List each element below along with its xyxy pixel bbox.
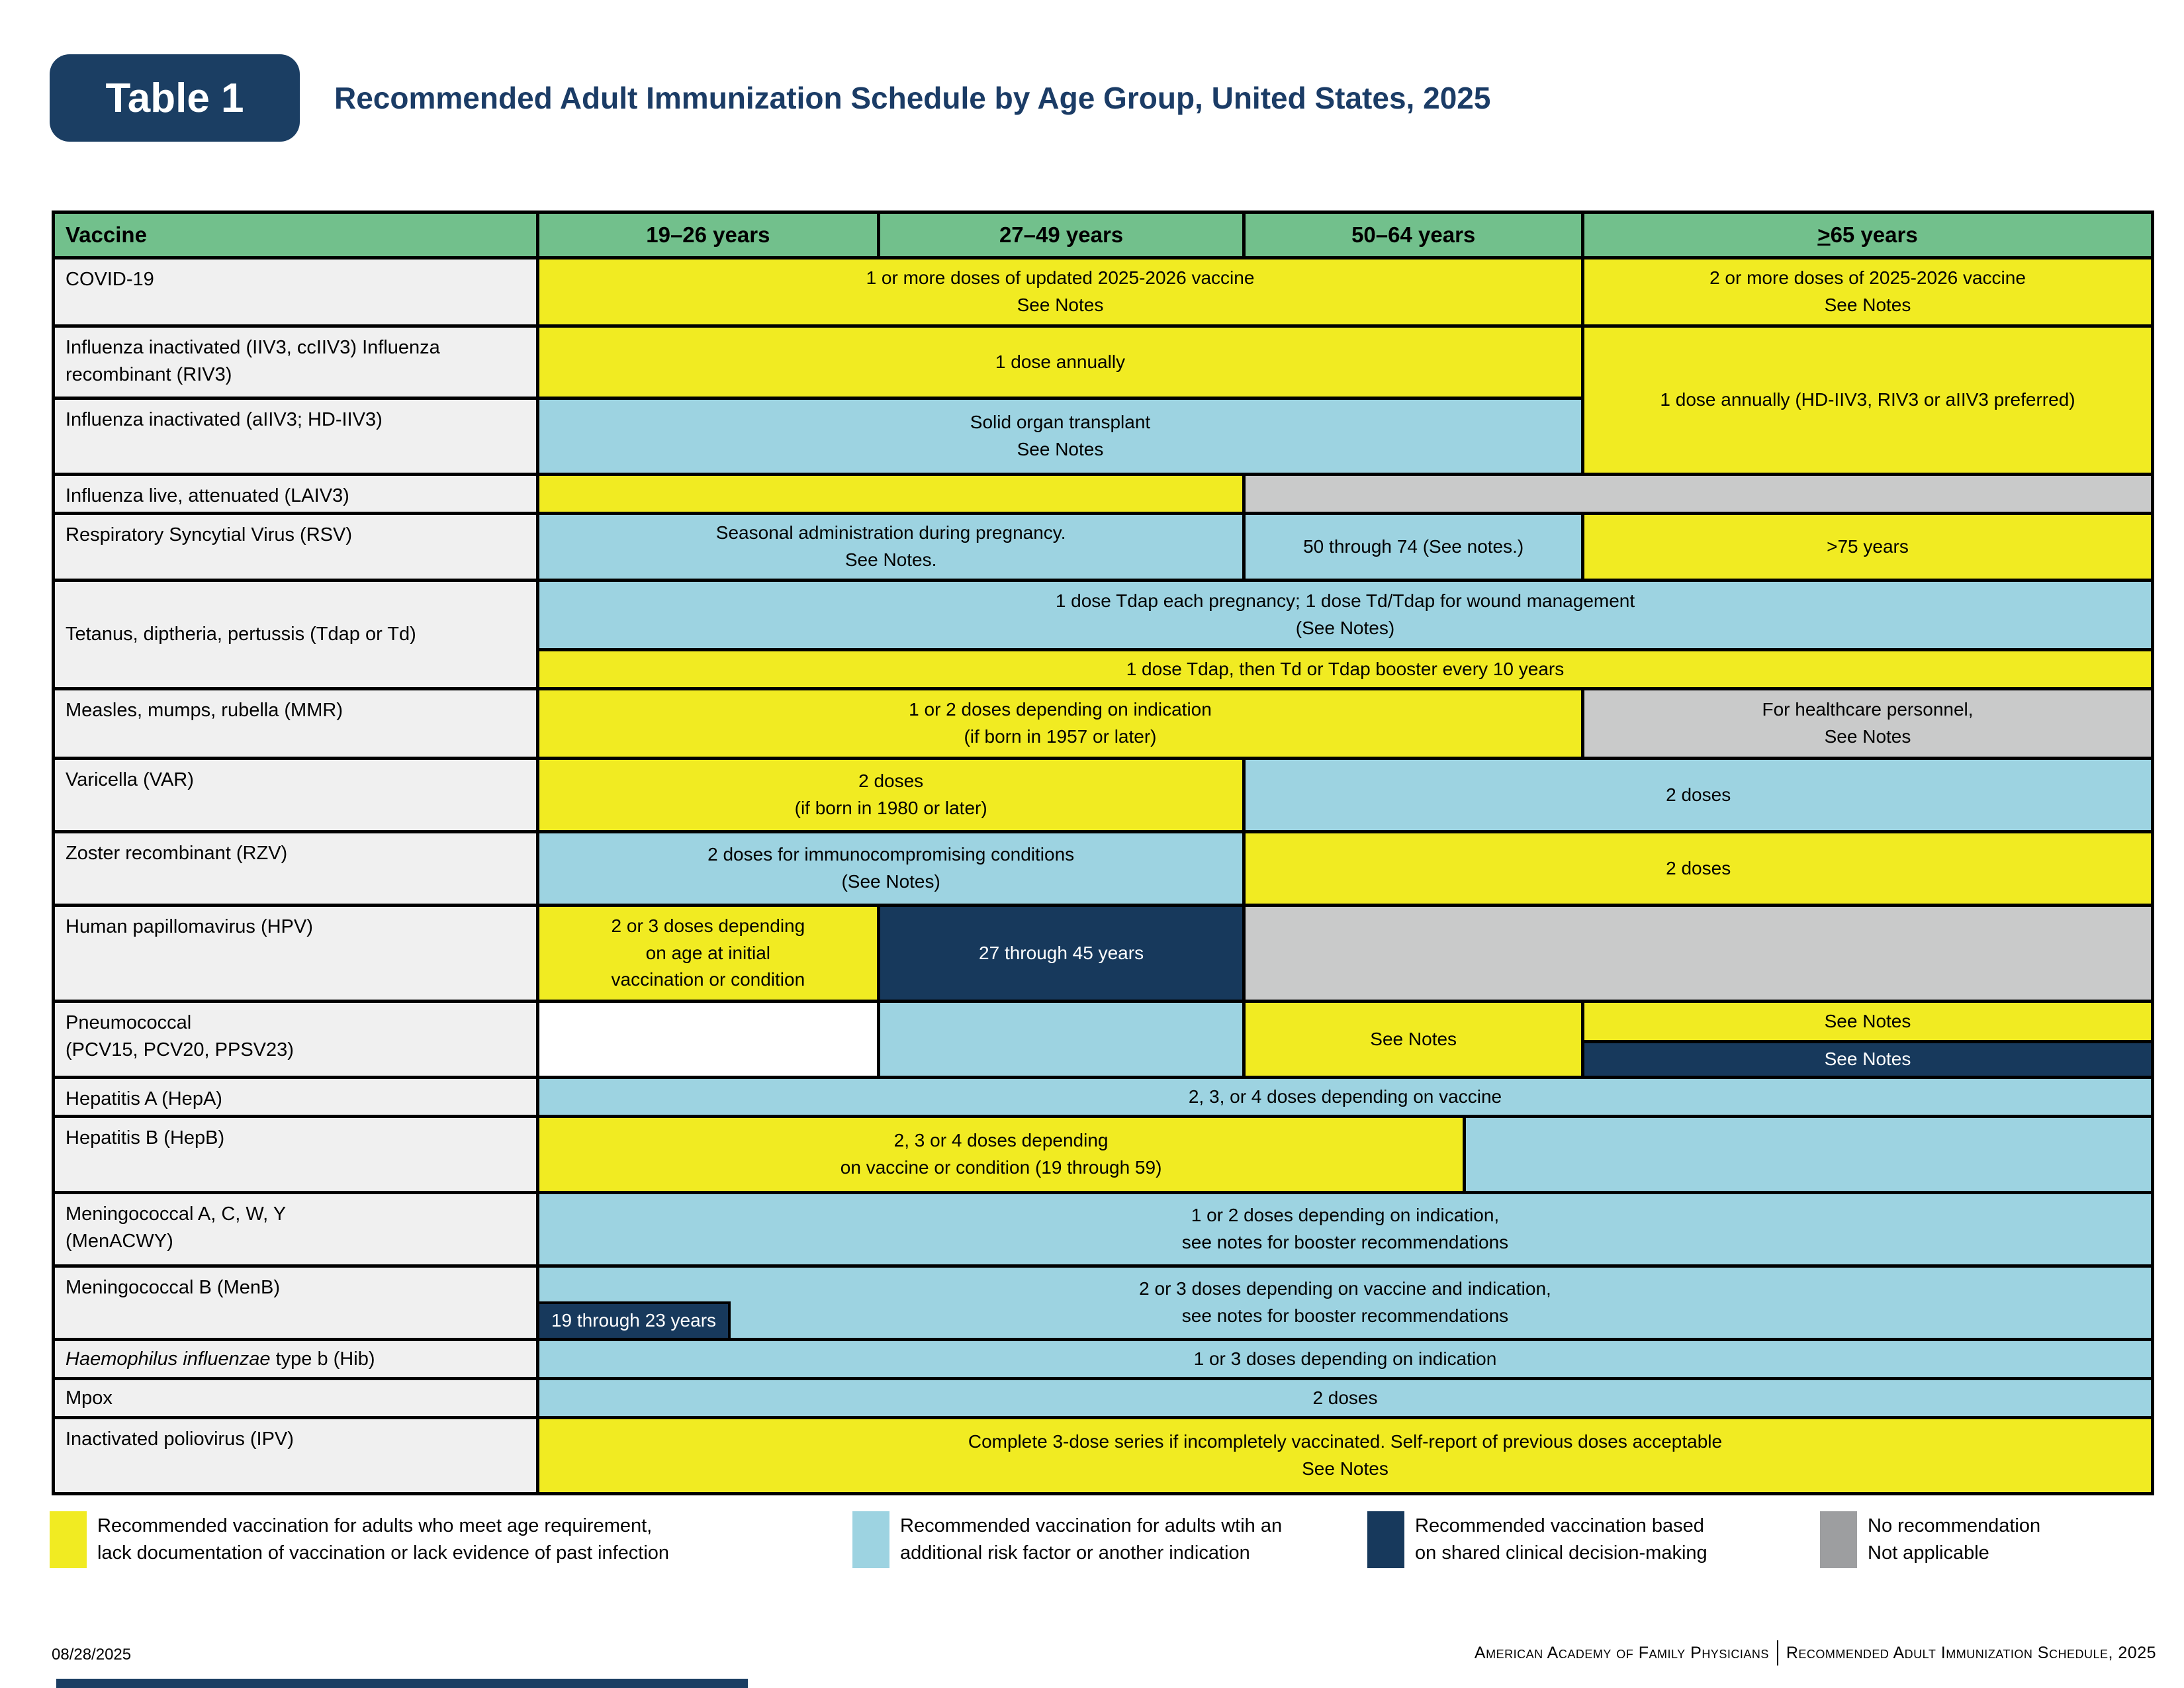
column-header-19-26: 19–26 years <box>539 214 877 256</box>
legend-text-shared-decision: Recommended vaccination based on shared … <box>1415 1515 1707 1564</box>
cell-varicella-19-49: 2 doses (if born in 1980 or later) <box>539 760 1243 830</box>
cell-ipv-all: Complete 3-dose series if incompletely v… <box>539 1419 2151 1492</box>
cell-hepb-60plus <box>1466 1118 2151 1191</box>
cell-pneumococcal-65plus-age: See Notes <box>1584 1003 2151 1041</box>
legend-swatch-navy <box>1367 1511 1404 1568</box>
row-label-menb: Meningococcal B (MenB) <box>55 1268 536 1338</box>
gte-symbol: > <box>1817 222 1831 248</box>
table-number-badge: Table 1 <box>50 54 300 142</box>
legend-swatch-yellow <box>50 1511 87 1568</box>
row-label-ipv: Inactivated poliovirus (IPV) <box>55 1419 536 1492</box>
footer-org: American Academy of Family Physicians <box>1474 1643 1769 1662</box>
legend-text-recommended-age: Recommended vaccination for adults who m… <box>97 1515 670 1564</box>
row-label-hib-rest: type b (Hib) <box>270 1348 375 1370</box>
cell-laiv3-19-49 <box>539 476 1243 512</box>
cell-hpv-19-26: 2 or 3 doses depending on age at initial… <box>539 907 877 1000</box>
column-header-vaccine: Vaccine <box>55 214 536 256</box>
legend-swatch-gray <box>1820 1511 1857 1568</box>
cell-rsv-65plus: >75 years <box>1584 515 2151 579</box>
cell-influenza-65plus: 1 dose annually (HD-IIV3, RIV3 or aIIV3 … <box>1584 328 2151 473</box>
row-label-pneumococcal: Pneumococcal (PCV15, PCV20, PPSV23) <box>55 1003 536 1076</box>
bottom-accent-bar <box>56 1679 748 1688</box>
cell-influenza-aiiv3-19-64: Solid organ transplant See Notes <box>539 400 1582 473</box>
footer-attribution: American Academy of Family Physicians Re… <box>1475 1640 2156 1665</box>
legend-item-shared-decision: Recommended vaccination based on shared … <box>1367 1511 1707 1568</box>
row-label-zoster: Zoster recombinant (RZV) <box>55 833 536 904</box>
legend-item-recommended-age: Recommended vaccination for adults who m… <box>50 1511 669 1568</box>
row-label-rsv: Respiratory Syncytial Virus (RSV) <box>55 515 536 579</box>
cell-varicella-50-65plus: 2 doses <box>1246 760 2151 830</box>
cell-rsv-50-64: 50 through 74 (See notes.) <box>1246 515 1582 579</box>
row-label-hpv: Human papillomavirus (HPV) <box>55 907 536 1000</box>
cell-pneumococcal-19-26 <box>539 1003 877 1076</box>
row-label-mpox: Mpox <box>55 1380 536 1416</box>
cell-mpox-all: 2 doses <box>539 1380 2151 1416</box>
cell-menacwy-all: 1 or 2 doses depending on indication, se… <box>539 1194 2151 1264</box>
row-label-influenza-aiiv3: Influenza inactivated (aIIV3; HD-IIV3) <box>55 400 536 473</box>
cell-hepb-19-59: 2, 3 or 4 doses depending on vaccine or … <box>539 1118 1463 1191</box>
cell-hepa-all: 2, 3, or 4 doses depending on vaccine <box>539 1079 2151 1115</box>
cell-influenza-iiv3-19-64: 1 dose annually <box>539 328 1582 397</box>
cell-zoster-19-49: 2 doses for immunocompromising condition… <box>539 833 1243 904</box>
footer-divider <box>1776 1640 1778 1665</box>
cell-mmr-19-64: 1 or 2 doses depending on indication (if… <box>539 690 1582 757</box>
column-header-65plus-label: 65 years <box>1830 222 1918 248</box>
legend-swatch-blue <box>852 1511 889 1568</box>
row-label-hepb: Hepatitis B (HepB) <box>55 1118 536 1191</box>
cell-covid19-65plus: 2 or more doses of 2025-2026 vaccine See… <box>1584 259 2151 324</box>
cell-menb-text: 2 or 3 doses depending on vaccine and in… <box>1139 1278 1551 1326</box>
row-label-hib-italic: Haemophilus influenzae <box>66 1348 271 1370</box>
cell-hepb-all: 2, 3 or 4 doses depending on vaccine or … <box>539 1118 2151 1191</box>
cell-tdap-booster: 1 dose Tdap, then Td or Tdap booster eve… <box>539 651 2151 687</box>
row-label-covid19: COVID-19 <box>55 259 536 324</box>
legend-text-no-recommendation: No recommendation Not applicable <box>1868 1515 2041 1564</box>
cell-menb-all: 2 or 3 doses depending on vaccine and in… <box>539 1268 2151 1338</box>
column-header-50-64: 50–64 years <box>1246 214 1582 256</box>
cell-zoster-50-65plus: 2 doses <box>1246 833 2151 904</box>
column-header-65plus: >65 years <box>1584 214 2151 256</box>
cell-pneumococcal-65plus: See Notes See Notes <box>1584 1003 2151 1076</box>
immunization-schedule-table: Vaccine 19–26 years 27–49 years 50–64 ye… <box>52 211 2154 1495</box>
cell-tdap-pregnancy: 1 dose Tdap each pregnancy; 1 dose Td/Td… <box>539 582 2151 648</box>
cell-mmr-65plus: For healthcare personnel, See Notes <box>1584 690 2151 757</box>
cell-hpv-50-65plus <box>1246 907 2151 1000</box>
legend-item-risk-factor: Recommended vaccination for adults wtih … <box>852 1511 1282 1568</box>
cell-hib-all: 1 or 3 doses depending on indication <box>539 1341 2151 1377</box>
row-label-tdap: Tetanus, diptheria, pertussis (Tdap or T… <box>55 582 536 687</box>
cell-pneumococcal-65plus-shared: See Notes <box>1584 1043 2151 1076</box>
row-label-hepa: Hepatitis A (HepA) <box>55 1079 536 1115</box>
row-label-laiv3: Influenza live, attenuated (LAIV3) <box>55 476 536 512</box>
footer-date: 08/28/2025 <box>52 1646 132 1664</box>
row-label-hib: Haemophilus influenzae type b (Hib) <box>55 1341 536 1377</box>
cell-rsv-19-49: Seasonal administration during pregnancy… <box>539 515 1243 579</box>
cell-hpv-27-45: 27 through 45 years <box>880 907 1243 1000</box>
footer-publication: Recommended Adult Immunization Schedule,… <box>1786 1643 2156 1662</box>
row-label-mmr: Measles, mumps, rubella (MMR) <box>55 690 536 757</box>
column-header-27-49: 27–49 years <box>880 214 1243 256</box>
row-label-menacwy: Meningococcal A, C, W, Y (MenACWY) <box>55 1194 536 1264</box>
cell-pneumococcal-27-49 <box>880 1003 1243 1076</box>
cell-menb-shared-decision-chip: 19 through 23 years <box>539 1301 731 1338</box>
cell-laiv3-50-65plus <box>1246 476 2151 512</box>
cell-covid19-19-64: 1 or more doses of updated 2025-2026 vac… <box>539 259 1582 324</box>
page-title: Recommended Adult Immunization Schedule … <box>334 81 1491 115</box>
row-label-varicella: Varicella (VAR) <box>55 760 536 830</box>
legend-text-risk-factor: Recommended vaccination for adults wtih … <box>900 1515 1283 1564</box>
legend-item-no-recommendation: No recommendation Not applicable <box>1820 1511 2040 1568</box>
cell-pneumococcal-50-64: See Notes <box>1246 1003 1582 1076</box>
row-label-influenza-iiv3: Influenza inactivated (IIV3, ccIIV3) Inf… <box>55 328 536 397</box>
